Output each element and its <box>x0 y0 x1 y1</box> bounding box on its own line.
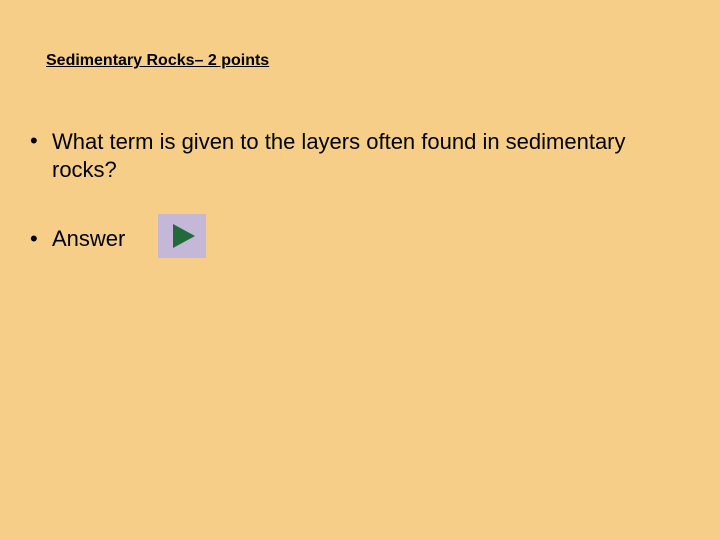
answer-bullet: • <box>30 226 38 252</box>
slide-title: Sedimentary Rocks– 2 points <box>46 52 269 70</box>
play-answer-button[interactable] <box>158 214 206 258</box>
question-bullet: • <box>30 128 38 154</box>
play-icon <box>173 224 195 248</box>
answer-label: Answer <box>52 226 125 252</box>
question-text: What term is given to the layers often f… <box>52 128 672 183</box>
